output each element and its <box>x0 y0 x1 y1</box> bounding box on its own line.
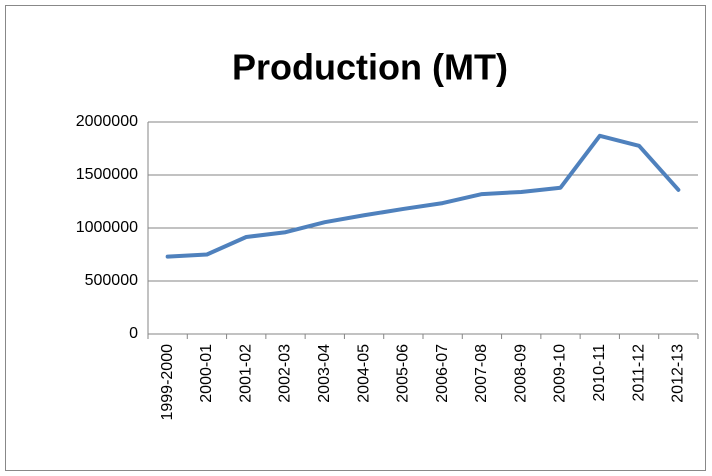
y-tick-label: 0 <box>129 325 138 342</box>
x-tick-label: 2003-04 <box>316 344 333 403</box>
series-line <box>165 133 681 259</box>
y-tick-label: 1500000 <box>76 166 138 183</box>
chart-border <box>5 5 706 471</box>
x-tick-label: 2011-12 <box>630 344 647 402</box>
x-tick-label: 2010-11 <box>591 344 608 402</box>
x-tick-label: 2012-13 <box>670 344 687 403</box>
x-tick-label: 2001-02 <box>237 344 254 403</box>
y-tick-label: 1000000 <box>76 219 138 236</box>
x-tick-label: 2002-03 <box>277 344 294 403</box>
y-tick-label: 500000 <box>85 272 138 289</box>
y-tick-label: 2000000 <box>76 113 138 130</box>
x-tick-label: 1999-2000 <box>159 344 176 421</box>
x-tick-label: 2007-08 <box>473 344 490 403</box>
chart-title: Production (MT) <box>232 47 508 88</box>
x-tick-label: 2004-05 <box>355 344 372 403</box>
x-tick-label: 2006-07 <box>434 344 451 403</box>
x-tick-label: 2009-10 <box>552 344 569 403</box>
x-tick-label: 2000-01 <box>198 344 215 403</box>
x-tick-label: 2008-09 <box>512 344 529 403</box>
x-tick-label: 2005-06 <box>395 344 412 403</box>
